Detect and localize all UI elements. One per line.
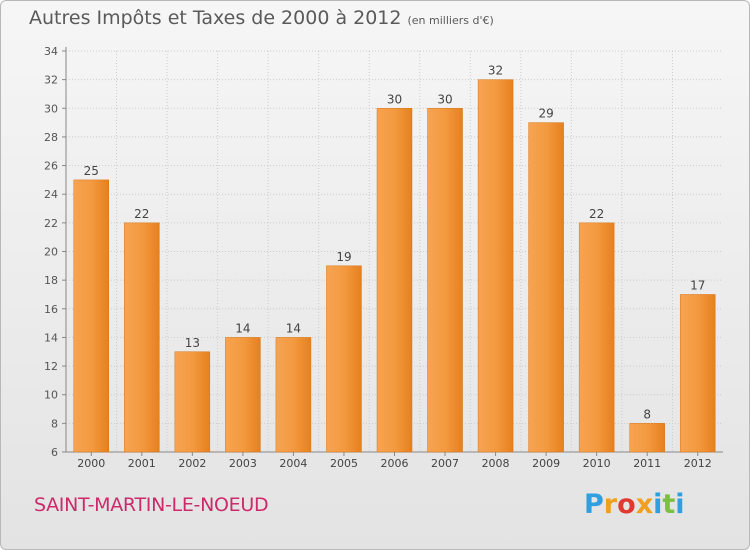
data-label-2001: 22: [134, 207, 149, 221]
data-label-2012: 17: [690, 278, 705, 292]
x-tick-label-2011: 2011: [633, 457, 661, 470]
x-tick-label-2010: 2010: [583, 457, 611, 470]
bar-2000: [73, 179, 110, 453]
data-labels: 25 22 13 14 14 19 30 30 32 29 22 8 17: [84, 64, 706, 422]
x-tick-label-2001: 2001: [128, 457, 156, 470]
bar-2003: [225, 337, 261, 453]
bar-2001: [124, 222, 160, 453]
bar-2008: [477, 79, 514, 453]
x-tick-label-2005: 2005: [330, 457, 358, 470]
bar-2010: [578, 222, 615, 453]
y-tick-label: 20: [44, 246, 58, 259]
y-tick-label: 6: [51, 446, 58, 459]
data-label-2009: 29: [538, 107, 553, 121]
logo-letter: x: [635, 489, 654, 520]
proxiti-logo[interactable]: Proxiti: [584, 489, 685, 520]
logo-letter: i: [653, 489, 663, 520]
y-tick-label: 26: [44, 160, 58, 173]
data-label-2007: 30: [437, 92, 452, 106]
bar-2012: [679, 294, 716, 453]
x-tick-label-2000: 2000: [77, 457, 105, 470]
bar-2007: [427, 108, 463, 453]
logo-letter: P: [584, 489, 604, 520]
y-tick-label: 32: [44, 74, 58, 87]
bar-2011: [629, 423, 665, 453]
y-tick-label: 8: [51, 417, 58, 430]
data-label-2008: 32: [488, 64, 503, 78]
data-label-2002: 13: [185, 336, 200, 350]
x-tick-label-2002: 2002: [178, 457, 206, 470]
bars: [73, 79, 716, 453]
x-tick-label-2009: 2009: [532, 457, 560, 470]
logo-letter: i: [675, 489, 685, 520]
chart-title: Autres Impôts et Taxes de 2000 à 2012 (en…: [29, 7, 494, 29]
bar-2005: [326, 265, 362, 453]
bar-2009: [528, 122, 564, 453]
data-label-2010: 22: [589, 207, 604, 221]
logo-letter: t: [662, 489, 676, 520]
y-tick-label: 16: [44, 303, 58, 316]
y-tick-label: 24: [44, 188, 58, 201]
y-tick-label: 10: [44, 389, 58, 402]
x-tick-label-2012: 2012: [684, 457, 712, 470]
data-label-2000: 25: [84, 164, 99, 178]
place-name: SAINT-MARTIN-LE-NOEUD: [34, 494, 269, 516]
data-label-2006: 30: [387, 92, 402, 106]
axes: 6 8 10 12 14 16 18 20 22 24 26 28 30 32 34 2000 2001 2002…: [44, 45, 723, 470]
bar-2004: [275, 337, 312, 453]
grid-lines: [66, 50, 723, 453]
x-tick-label-2008: 2008: [482, 457, 510, 470]
data-label-2004: 14: [286, 321, 301, 335]
x-tick-label-2006: 2006: [381, 457, 409, 470]
unit-note: (en milliers d'€): [407, 14, 494, 27]
data-label-2005: 19: [336, 250, 351, 264]
x-tick-label-2003: 2003: [229, 457, 257, 470]
y-tick-label: 28: [44, 131, 58, 144]
y-tick-label: 30: [44, 102, 58, 115]
data-label-2011: 8: [643, 407, 651, 421]
y-tick-label: 12: [44, 360, 58, 373]
bar-2006: [376, 108, 413, 453]
y-tick-label: 22: [44, 217, 58, 230]
bar-2002: [174, 351, 211, 453]
data-label-2003: 14: [235, 321, 250, 335]
logo-letter: o: [617, 489, 636, 520]
y-tick-label: 18: [44, 274, 58, 287]
y-tick-label: 14: [44, 331, 58, 344]
title-text: Autres Impôts et Taxes de 2000 à 2012: [29, 7, 402, 29]
logo-letter: r: [603, 489, 618, 520]
x-tick-label-2004: 2004: [279, 457, 307, 470]
x-tick-label-2007: 2007: [431, 457, 459, 470]
y-tick-label: 34: [44, 45, 58, 58]
